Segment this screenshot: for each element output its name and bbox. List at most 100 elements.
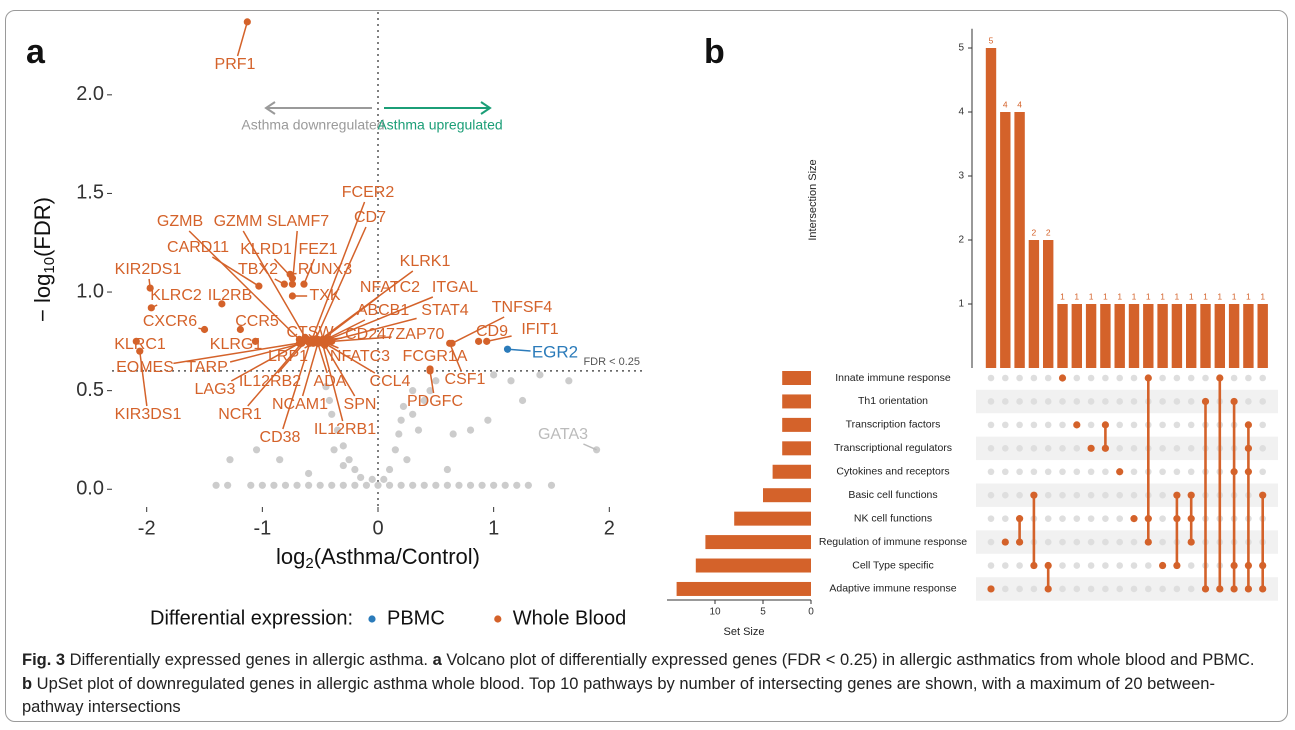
matrix-dot-empty [1016,585,1023,593]
intersection-bar [1186,304,1197,368]
label-leader [507,348,531,352]
matrix-dot-empty [1130,374,1138,382]
matrix-dot-empty [1259,445,1266,452]
matrix-dot-empty [1159,585,1166,593]
point-label: KLRD1 [240,241,292,258]
matrix-dot [1016,538,1024,546]
matrix-dot-empty [1002,585,1009,593]
intersection-bar [1157,304,1168,368]
matrix-dot-empty [987,468,995,476]
matrix-dot-empty [1002,562,1009,569]
bar-value-label: 2 [1046,227,1051,237]
matrix-dot-empty [1002,445,1009,452]
matrix-dot-empty [1116,515,1123,522]
matrix-dot [1201,585,1210,593]
point-label: CD7 [354,209,386,226]
bar-value-label: 4 [1017,99,1022,109]
label-leader [198,327,205,331]
matrix-dot [1216,585,1224,593]
matrix-dot-empty [1087,398,1095,405]
point-label: KIR3DS1 [115,406,182,423]
label-leader [311,201,366,340]
matrix-dot-empty [987,515,995,522]
set-name: Transcriptional regulators [834,442,952,454]
label-leader [277,338,309,374]
data-point [455,481,463,489]
matrix-dot [1187,538,1195,546]
matrix-dot [1030,561,1038,570]
point-label: EOMES [116,359,174,376]
matrix-dot-empty [1159,468,1166,476]
legend-swatch [368,615,376,623]
point-label: PDGFC [407,393,463,410]
set-size-bar [782,371,811,385]
intersection-bar [1100,304,1111,368]
set-name: Innate immune response [835,372,951,384]
matrix-dot-empty [1016,468,1023,476]
matrix-dot-empty [1173,585,1181,593]
matrix-dot [1044,585,1052,593]
y-tick-label: 0.5 [76,379,104,401]
intersection-bar [1171,304,1183,368]
label-leader [583,443,597,451]
matrix-dot [1244,421,1252,429]
y-tick-label: 2 [958,235,964,246]
bar-value-label: 1 [1074,291,1079,301]
intersection-bar [1257,304,1268,368]
data-point [426,387,434,395]
matrix-dot-empty [1116,374,1123,382]
label-leader [314,226,367,340]
intersection-bar [1071,304,1082,368]
y-tick-label: 2.0 [76,83,104,105]
matrix-dot-empty [1059,445,1066,452]
matrix-dot-empty [1073,398,1081,405]
matrix-dot-empty [1259,374,1266,382]
data-point [399,402,408,411]
point-label: ADA [314,373,347,390]
intersection-bar [1243,304,1254,368]
matrix-dot-empty [1159,515,1166,522]
y-tick-label: 4 [958,107,964,118]
matrix-dot-empty [1073,515,1081,522]
matrix-dot-empty [1087,374,1095,382]
matrix-dot-empty [1073,445,1081,452]
data-point [507,377,515,385]
matrix-dot-empty [1159,538,1166,546]
matrix-dot-empty [1187,374,1195,382]
data-point [224,481,232,489]
matrix-dot-empty [1016,491,1023,499]
matrix-dot-empty [1187,585,1195,593]
matrix-dot-empty [1073,538,1081,546]
label-leader [429,370,435,394]
intersection-bar [1143,304,1154,368]
point-label: CXCR6 [143,313,197,330]
xlabel-title: log2(Asthma/Control) [276,544,480,572]
matrix-dot-empty [1130,585,1138,593]
label-leader [323,296,434,343]
matrix-dot [1030,491,1038,499]
matrix-dot-empty [1130,398,1138,405]
y-tick-label: 1.0 [76,280,104,302]
point-label: ZAP70 [396,326,445,343]
matrix-dot-empty [1159,421,1166,429]
matrix-dot-empty [1087,491,1095,499]
data-point [380,475,388,483]
matrix-dot [1201,397,1210,406]
label-leader [290,272,297,276]
point-label: TNFSF4 [492,299,553,316]
matrix-dot-empty [1102,562,1109,569]
bar-value-label: 1 [1132,291,1137,301]
bar-value-label: 1 [1103,291,1108,301]
point-label: ABCB1 [357,302,410,319]
point-label: FCER2 [342,184,395,201]
data-point [339,442,347,450]
data-point [212,481,220,489]
matrix-dot-empty [1245,398,1252,405]
x-tick-label: 0 [372,517,383,539]
label-leader [230,342,300,382]
matrix-dot [1173,561,1181,570]
matrix-dot-empty [1016,445,1023,452]
label-leader [322,340,339,349]
intersection-bar [1114,304,1125,368]
point-label: KIR2DS1 [115,261,182,278]
